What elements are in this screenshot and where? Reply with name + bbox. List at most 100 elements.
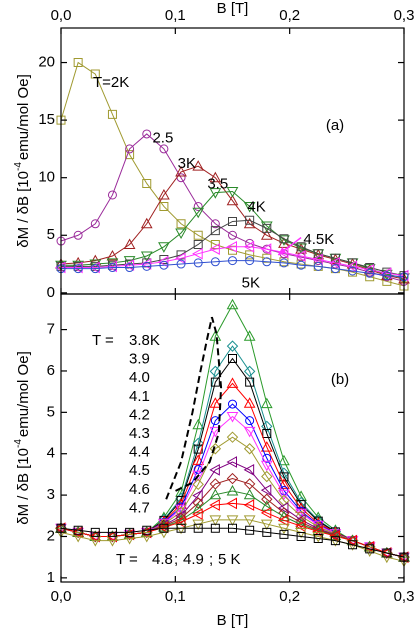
y-axis-label: δM / δB [10-4 emu/mol Oe] xyxy=(13,351,32,525)
data-point xyxy=(243,426,256,438)
data-point xyxy=(330,536,340,546)
data-point xyxy=(295,510,307,522)
data-point xyxy=(157,255,169,268)
data-point xyxy=(279,472,289,482)
y-tick-label: 5 xyxy=(47,226,55,243)
data-point xyxy=(123,238,136,249)
data-point xyxy=(228,354,237,364)
series-line xyxy=(60,527,405,558)
data-point xyxy=(227,399,238,409)
data-point xyxy=(125,527,135,537)
data-point xyxy=(158,242,170,253)
data-point xyxy=(192,497,204,509)
legend-prefix: T = xyxy=(116,551,138,568)
data-point xyxy=(399,281,409,291)
y-tick-label: 0 xyxy=(47,284,55,301)
data-point xyxy=(262,428,272,438)
data-point xyxy=(226,298,239,310)
data-point xyxy=(243,240,255,253)
data-point xyxy=(142,261,152,271)
data-point xyxy=(399,552,409,562)
data-point xyxy=(313,261,323,271)
legend-entry: 4.2 xyxy=(129,406,150,423)
legend-entry: 4.5 xyxy=(129,462,150,479)
dashed-guide xyxy=(165,316,223,500)
series-label: 2.5 xyxy=(152,130,173,147)
series-label: 4.5K xyxy=(303,231,334,248)
data-point xyxy=(260,243,272,255)
data-point xyxy=(107,527,117,537)
data-point xyxy=(209,243,220,255)
data-point xyxy=(175,165,187,177)
data-point xyxy=(159,260,169,270)
data-point xyxy=(142,178,152,188)
data-point xyxy=(192,247,203,260)
data-point xyxy=(140,217,153,229)
data-point xyxy=(90,264,100,274)
data-point xyxy=(192,470,205,482)
data-point xyxy=(243,330,256,341)
data-point xyxy=(226,515,239,526)
data-point xyxy=(312,531,325,543)
data-point xyxy=(329,257,340,269)
data-point xyxy=(295,250,306,262)
data-point xyxy=(90,527,100,537)
y-tick-label: 2 xyxy=(47,527,55,544)
data-point xyxy=(226,377,239,388)
data-point xyxy=(346,534,359,547)
y-tick-label: 4 xyxy=(47,445,55,462)
data-point xyxy=(262,257,272,267)
data-point xyxy=(192,502,205,514)
panel: 1 2 3 4 5 6 7 0,0 0,1 0,2 0,3 B [T] δM / δB [10-4 emu… xyxy=(13,293,415,629)
panel: 0 5 10 15 20 0,0 0,1 0,2 0,3 B [T] δM / δB [10-4 em… xyxy=(13,0,415,301)
data-point xyxy=(209,397,222,408)
data-point xyxy=(193,444,203,454)
y-tick-label: 7 xyxy=(47,321,55,338)
data-point xyxy=(192,478,204,491)
data-point xyxy=(227,230,238,240)
data-point xyxy=(295,516,307,529)
data-point xyxy=(296,260,306,270)
data-point xyxy=(209,443,222,455)
data-point xyxy=(260,460,273,472)
legend-entry: 4.4 xyxy=(129,444,150,461)
data-point xyxy=(245,377,255,387)
legend-entry: 4.1 xyxy=(129,388,150,405)
data-point xyxy=(210,226,220,236)
legend-entry: 3.9 xyxy=(129,351,150,368)
y-tick-label: 3 xyxy=(47,486,55,503)
data-point xyxy=(312,525,323,538)
data-point xyxy=(346,260,358,273)
data-point xyxy=(89,259,102,271)
data-point xyxy=(209,488,222,500)
data-point xyxy=(107,190,117,200)
data-point xyxy=(228,216,237,226)
data-point xyxy=(260,221,273,233)
data-point xyxy=(176,259,186,269)
x-tick-label: 0,2 xyxy=(279,588,300,605)
data-point xyxy=(209,464,220,476)
x-tick-label: 0,2 xyxy=(279,7,300,24)
x-tick-label: 0,3 xyxy=(394,588,415,605)
data-point xyxy=(56,523,66,533)
data-point xyxy=(90,69,100,79)
data-point xyxy=(106,530,119,543)
data-point xyxy=(210,523,220,533)
series-label: 5K xyxy=(242,275,260,292)
data-point xyxy=(243,397,256,408)
data-point xyxy=(90,219,100,229)
legend-entry: 4.9 xyxy=(183,551,204,568)
x-tick-label: 0,0 xyxy=(51,7,72,24)
data-point xyxy=(245,215,255,225)
data-point xyxy=(279,234,289,244)
legend-separator: ; xyxy=(174,551,178,568)
data-point xyxy=(192,160,205,171)
series-label: 4K xyxy=(247,199,265,216)
data-point xyxy=(159,201,169,211)
data-point xyxy=(125,144,135,154)
data-point xyxy=(158,188,170,200)
data-point xyxy=(245,256,255,266)
data-point xyxy=(365,268,375,278)
data-point xyxy=(243,499,255,511)
series-line xyxy=(60,165,405,280)
